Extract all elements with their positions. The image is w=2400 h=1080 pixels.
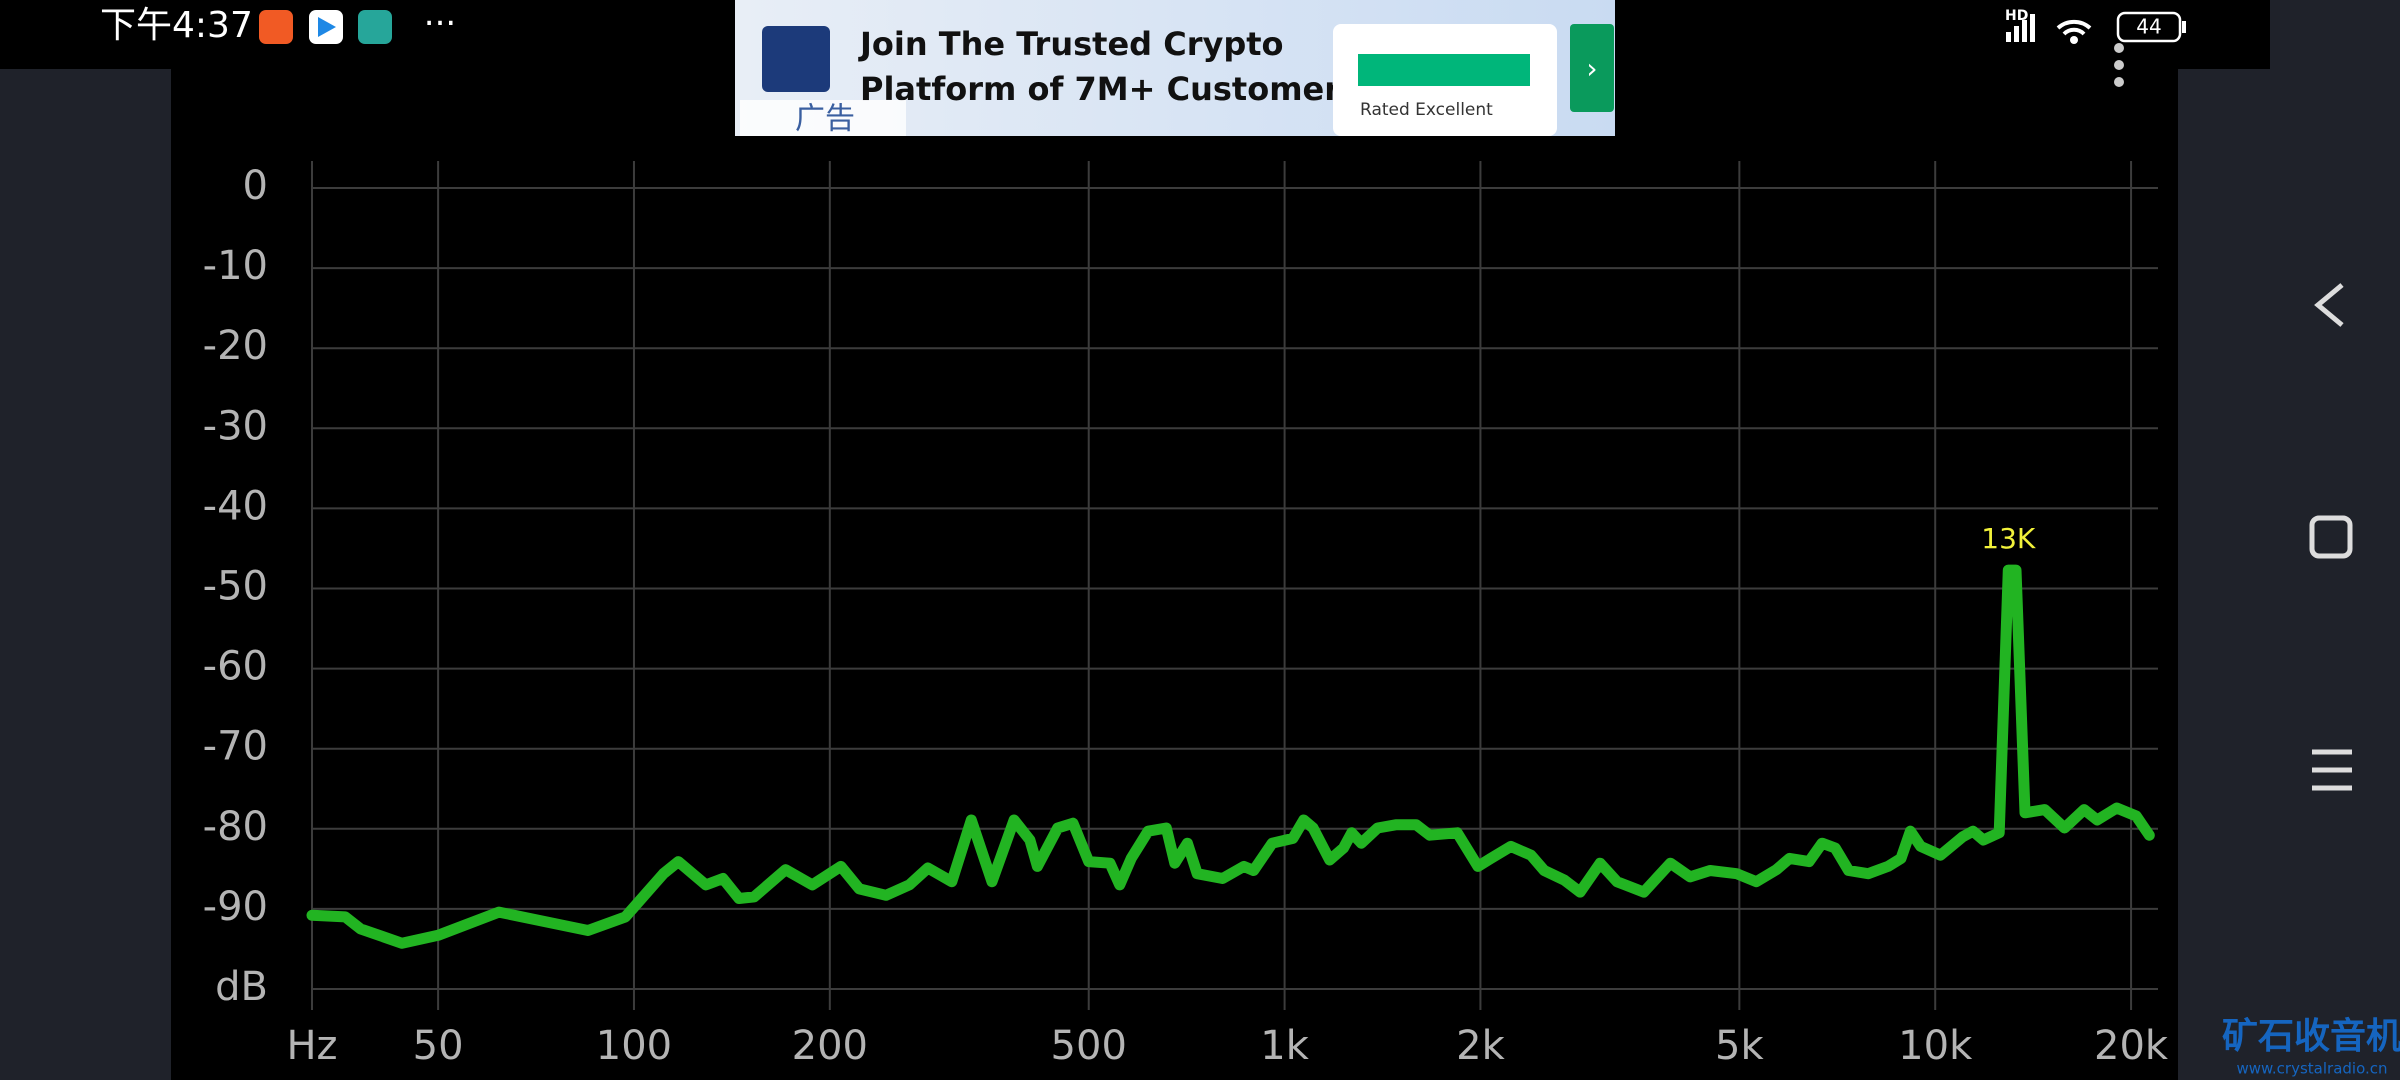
status-time: 下午4:37 xyxy=(100,5,253,46)
y-tick-label: -30 xyxy=(203,403,268,449)
y-tick-label: dB xyxy=(215,964,268,1010)
ad-rating: Rated Excellent xyxy=(1360,100,1493,120)
peak-annotation: 13K xyxy=(1981,522,2036,555)
y-tick-label: -60 xyxy=(203,644,268,690)
wifi-dot xyxy=(2070,36,2078,44)
x-tick-label: 200 xyxy=(792,1023,868,1069)
ad-headline: Platform of 7M+ Customers xyxy=(860,70,1359,108)
watermark-name: 矿石收音机 xyxy=(2222,1016,2400,1057)
y-tick-label: -90 xyxy=(203,884,268,930)
ad-tag-box xyxy=(740,100,906,136)
more-dots: ··· xyxy=(424,4,456,44)
ad-banner[interactable]: Join The Trusted Crypto Platform of 7M+ … xyxy=(735,0,1615,137)
y-tick-label: -40 xyxy=(203,483,268,529)
ad-headline: Join The Trusted Crypto xyxy=(858,25,1284,63)
battery-level: 44 xyxy=(2136,15,2161,39)
ad-arrow-button[interactable] xyxy=(1570,24,1614,112)
app-icon xyxy=(259,10,293,44)
ad-stars xyxy=(1358,54,1530,86)
x-tick-label: 1k xyxy=(1260,1023,1309,1069)
nav-back[interactable] xyxy=(2314,283,2344,327)
y-tick-label: -20 xyxy=(203,323,268,369)
nav-home[interactable] xyxy=(2309,515,2353,559)
ad-arrow: › xyxy=(1586,52,1597,85)
app-icon-glyph xyxy=(318,17,336,37)
x-tick-label: 10k xyxy=(1898,1023,1973,1069)
x-tick-label: 2k xyxy=(1456,1023,1505,1069)
x-tick-label: 50 xyxy=(413,1023,464,1069)
spectrum-line xyxy=(306,564,2155,949)
y-tick-label: -50 xyxy=(203,564,268,610)
chart: 0 -10 -20 -30 -40 -50 -60 -70 -80 -90 dB Hz 50 100 200… xyxy=(203,161,2169,1069)
x-tick-label: 100 xyxy=(596,1023,672,1069)
y-tick-label: -80 xyxy=(203,804,268,850)
app-icon xyxy=(358,10,392,44)
x-tick-label: 20k xyxy=(2094,1023,2169,1069)
battery-tip xyxy=(2182,21,2186,33)
x-tick-label: 500 xyxy=(1051,1023,1127,1069)
y-tick-label: -10 xyxy=(203,243,268,289)
x-tick-label: Hz xyxy=(286,1023,337,1069)
chart-background xyxy=(171,0,2178,1080)
y-tick-label: 0 xyxy=(243,163,268,209)
watermark-url: www.crystalradio.cn xyxy=(2236,1060,2387,1078)
overflow-menu[interactable] xyxy=(2114,43,2124,87)
y-tick-label: -70 xyxy=(203,724,268,770)
wifi-icon xyxy=(2056,19,2092,36)
ad-tag: 广告 xyxy=(795,102,855,137)
battery-icon xyxy=(2116,11,2182,43)
nav-recents[interactable] xyxy=(2312,749,2352,791)
signal-icon xyxy=(2006,14,2035,42)
ad-logo xyxy=(762,26,830,92)
x-tick-label: 5k xyxy=(1715,1023,1764,1069)
